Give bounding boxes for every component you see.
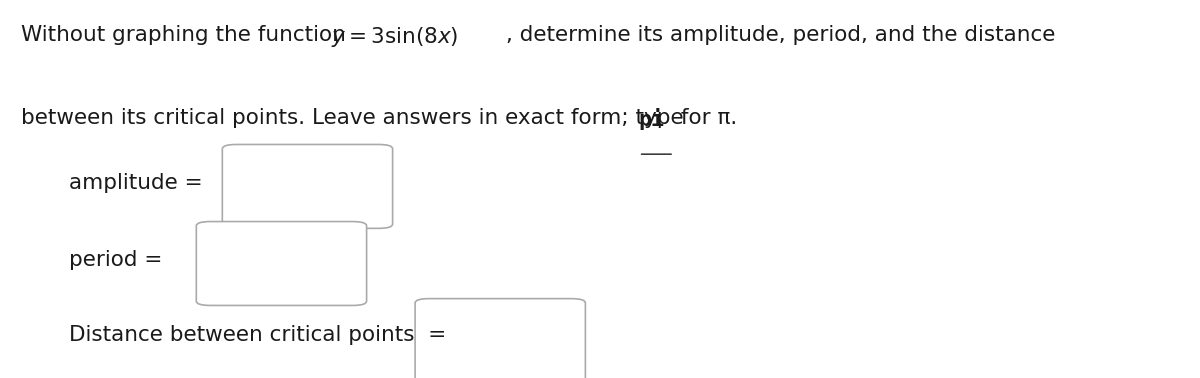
Text: period =: period = <box>68 250 162 270</box>
FancyBboxPatch shape <box>222 144 392 228</box>
Text: between its critical points. Leave answers in exact form; type: between its critical points. Leave answe… <box>22 108 691 127</box>
FancyBboxPatch shape <box>197 222 367 305</box>
FancyBboxPatch shape <box>415 299 586 378</box>
Text: amplitude =: amplitude = <box>68 173 203 193</box>
Text: $y = 3\sin(8x)$: $y = 3\sin(8x)$ <box>331 25 458 49</box>
Text: pi: pi <box>638 108 665 130</box>
Text: Without graphing the function: Without graphing the function <box>22 25 353 45</box>
Text: , determine its amplitude, period, and the distance: , determine its amplitude, period, and t… <box>506 25 1056 45</box>
Text: Distance between critical points  =: Distance between critical points = <box>68 325 446 345</box>
Text: for π.: for π. <box>674 108 737 127</box>
